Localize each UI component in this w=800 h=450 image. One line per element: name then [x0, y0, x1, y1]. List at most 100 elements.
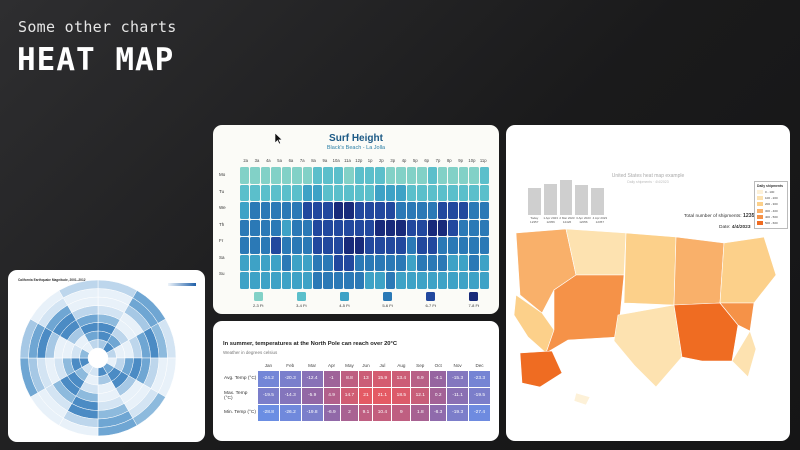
day-label: Fr — [219, 238, 224, 243]
temp-cell: 13.4 — [391, 369, 412, 388]
polar-legend — [168, 282, 196, 286]
legend-item: 2-3 Ft — [253, 292, 263, 308]
heat-cell — [260, 167, 271, 184]
heat-cell — [385, 184, 396, 201]
heat-cell — [344, 237, 354, 254]
heat-cell — [375, 202, 385, 219]
heat-cell — [240, 167, 250, 184]
heat-cell — [302, 254, 312, 271]
map-legend-title: Daily shipments — [757, 184, 784, 188]
bar — [543, 183, 557, 215]
temp-cell: 21.1 — [372, 386, 393, 405]
heat-cell — [448, 219, 458, 236]
surf-heatmap-card[interactable]: Surf Height Black's Beach - La Jolla 2a 3… — [213, 125, 499, 314]
hour-label: 3a — [254, 158, 260, 163]
heat-cell — [302, 237, 312, 254]
heat-cell — [375, 184, 385, 201]
legend-swatch — [253, 292, 263, 301]
heat-cell — [271, 219, 281, 236]
heat-cell — [271, 167, 281, 184]
legend-item: 3-4 Ft — [296, 292, 307, 308]
heat-cell — [354, 219, 364, 236]
heat-cell — [396, 237, 406, 254]
heat-cell — [365, 254, 375, 271]
temp-cell: 9 — [391, 403, 412, 422]
heat-cell — [365, 219, 375, 236]
heat-cell — [448, 272, 458, 289]
month-header: Jun — [362, 362, 370, 368]
hour-label: 5a — [277, 158, 282, 163]
legend-label: 7-8 Ft — [468, 303, 479, 308]
hour-label: 4a — [265, 158, 271, 163]
heat-cell — [427, 184, 437, 201]
total-shipments: Total number of shipments: 12357 — [684, 213, 757, 219]
heat-cell — [417, 272, 427, 289]
heat-cell — [469, 167, 479, 184]
us-heatmap-card[interactable]: Today 12357 1 Apr 2023 12056 2 Mar 2023 12… — [506, 125, 790, 441]
state-mountain — [565, 228, 627, 276]
heat-cell — [427, 219, 437, 236]
heat-cell — [385, 237, 396, 254]
heat-cell — [406, 184, 417, 201]
heat-cell — [312, 272, 323, 289]
hour-label: 10p — [468, 158, 476, 163]
heat-cell — [458, 219, 469, 236]
heat-cell — [479, 219, 489, 236]
heat-cell — [427, 254, 437, 271]
month-header: Aug — [397, 362, 406, 368]
table-title: In summer, temperatures at the North Pol… — [223, 341, 398, 347]
heat-cell — [437, 254, 448, 271]
polar-heatmap-card[interactable]: California Earthquake Magnitude, 2001–20… — [8, 270, 205, 442]
heat-cell — [281, 219, 292, 236]
heat-cell — [344, 184, 354, 201]
temp-cell: 14.7 — [339, 386, 360, 405]
heat-cell — [302, 167, 312, 184]
heat-cell — [365, 237, 375, 254]
heat-cell — [396, 202, 406, 219]
heat-cell — [427, 202, 437, 219]
heat-cell — [417, 237, 427, 254]
month-header: Mar — [308, 362, 317, 368]
map-legend-item: 200 - 300 — [757, 201, 785, 207]
state-plains — [623, 232, 677, 306]
day-label: Su — [219, 271, 225, 276]
legend-label: 6-7 Ft — [425, 303, 436, 308]
heat-cell — [375, 272, 385, 289]
day-label: Sa — [219, 254, 225, 260]
shipments-bar-chart — [528, 177, 604, 215]
hour-label: 4p — [401, 158, 407, 163]
heat-cell — [333, 219, 344, 236]
heat-cell — [281, 272, 292, 289]
map-title: United States heat map example — [611, 173, 685, 179]
us-map — [513, 228, 777, 406]
legend-label: 4-5 Ft — [339, 303, 350, 308]
heat-cell — [354, 184, 364, 201]
heat-cell — [469, 202, 479, 219]
heat-cell — [333, 184, 344, 201]
heat-cell — [417, 167, 427, 184]
day-label: Mo — [219, 172, 226, 177]
heat-cell — [385, 202, 396, 219]
heat-cell — [260, 219, 271, 236]
heat-cell — [240, 272, 250, 289]
heat-cell — [271, 272, 281, 289]
month-header: Oct — [434, 362, 442, 368]
heat-cell — [323, 237, 333, 254]
heat-cell — [406, 202, 417, 219]
heat-cell — [323, 254, 333, 271]
row-label: Avg. Temp (°C) — [223, 369, 258, 388]
heat-cell — [385, 219, 396, 236]
heat-cell — [260, 184, 271, 201]
temp-cell: -24.2 — [257, 369, 280, 388]
bar — [575, 184, 589, 215]
temperature-table-card[interactable]: In summer, temperatures at the North Pol… — [213, 321, 499, 441]
map-date: Date: 4/4/2023 — [719, 225, 751, 230]
temp-cell: 6.9 — [410, 369, 431, 388]
date-value: 4/4/2023 — [731, 225, 751, 230]
heat-cell — [250, 254, 260, 271]
polar-heatmap — [19, 279, 177, 437]
bar — [559, 180, 573, 215]
heat-cell — [458, 167, 469, 184]
map-legend-item: 300 - 400 — [757, 208, 785, 214]
heat-cell — [250, 167, 260, 184]
